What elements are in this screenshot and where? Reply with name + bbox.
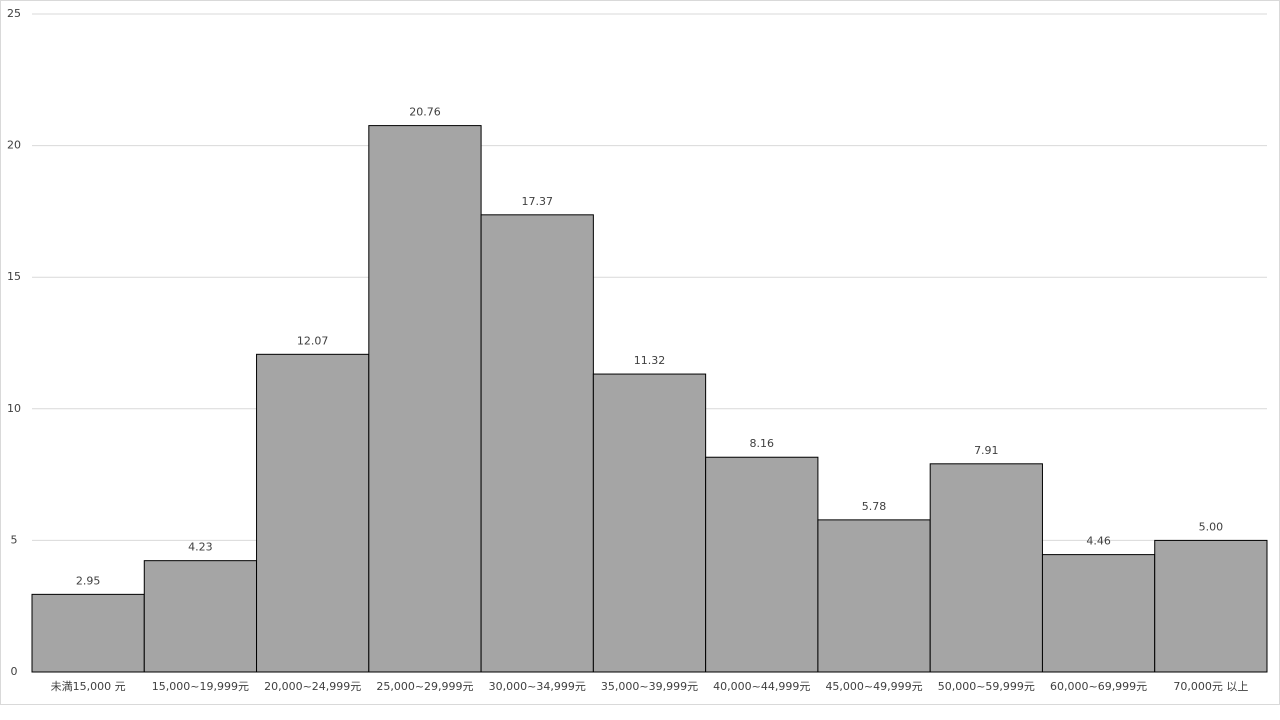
bar <box>256 353 370 673</box>
data-label: 4.23 <box>188 541 213 554</box>
data-label: 2.95 <box>76 574 101 587</box>
bar <box>480 214 594 673</box>
x-tick-label: 25,000~29,999元 <box>376 680 473 693</box>
x-tick-label: 30,000~34,999元 <box>489 680 586 693</box>
bar <box>31 593 145 673</box>
bar <box>817 519 931 673</box>
bar <box>1154 539 1268 673</box>
x-tick-label: 未満15,000 元 <box>51 680 126 693</box>
bar <box>143 560 258 673</box>
x-tick-label: 50,000~59,999元 <box>938 680 1035 693</box>
data-label: 12.07 <box>297 334 329 347</box>
y-tick-label: 15 <box>7 270 21 283</box>
data-label: 4.46 <box>1086 535 1111 548</box>
bar <box>1041 554 1156 673</box>
x-tick-label: 35,000~39,999元 <box>601 680 698 693</box>
y-tick-label: 20 <box>7 139 21 152</box>
data-label: 5.00 <box>1199 520 1224 533</box>
bar <box>592 373 707 673</box>
y-tick-label: 10 <box>7 402 21 415</box>
x-tick-label: 20,000~24,999元 <box>264 680 361 693</box>
data-label: 8.16 <box>750 437 775 450</box>
data-label: 11.32 <box>634 354 666 367</box>
y-tick-label: 0 <box>11 665 18 678</box>
x-tick-label: 45,000~49,999元 <box>825 680 922 693</box>
data-label: 7.91 <box>974 444 999 457</box>
y-tick-label: 25 <box>7 7 21 20</box>
x-tick-label: 40,000~44,999元 <box>713 680 810 693</box>
data-label: 17.37 <box>521 195 553 208</box>
bar <box>368 125 482 673</box>
x-tick-label: 70,000元 以上 <box>1173 680 1248 693</box>
y-tick-label: 5 <box>11 533 18 546</box>
bar <box>705 456 819 673</box>
bar <box>929 463 1043 673</box>
data-label: 20.76 <box>409 106 441 119</box>
data-label: 5.78 <box>862 500 887 513</box>
x-tick-label: 60,000~69,999元 <box>1050 680 1147 693</box>
x-tick-label: 15,000~19,999元 <box>152 680 249 693</box>
